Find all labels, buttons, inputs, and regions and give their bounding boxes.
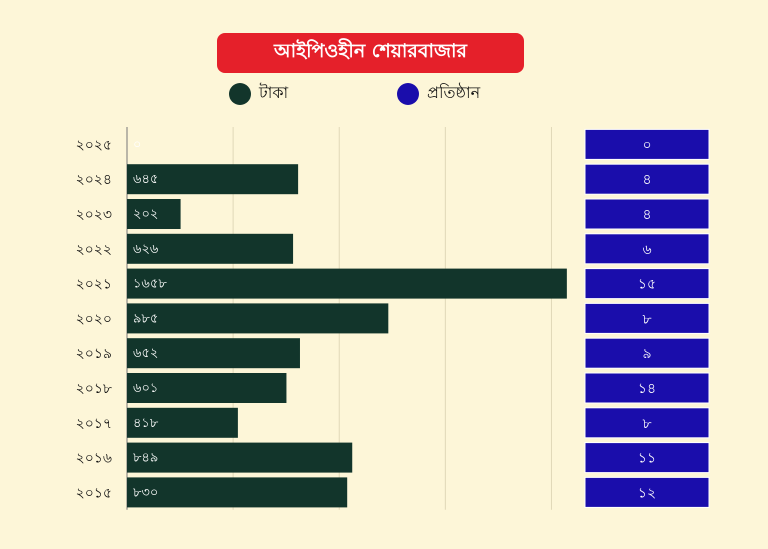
legend-companies-label: প্রতিষ্ঠান: [427, 83, 481, 102]
year-label: ২০১৮: [76, 381, 112, 397]
year-label: ২০১৫: [76, 485, 112, 501]
companies-value-label: ৪: [642, 207, 651, 223]
year-label: ২০২২: [76, 242, 112, 258]
year-label: ২০২৫: [76, 137, 112, 153]
companies-value-label: ৬: [642, 242, 651, 258]
year-label: ২০১৭: [76, 416, 112, 432]
amount-bar: [127, 303, 389, 334]
companies-value-label: ১৫: [638, 277, 656, 293]
amount-value-label: ৬০১: [133, 381, 158, 396]
legend-companies-swatch: [397, 82, 419, 105]
legend-amount-swatch: [229, 82, 251, 105]
amount-value-label: ৯৮৫: [133, 311, 158, 326]
amount-bar: [127, 199, 181, 229]
amount-bar: [127, 373, 287, 403]
amount-bar: [127, 442, 353, 473]
amount-value-label: ৬২৬: [133, 242, 159, 257]
amount-bar: [127, 477, 348, 508]
amount-value-label: ২০২: [133, 207, 158, 222]
amount-bar: [127, 407, 238, 438]
amount-value-label: ৪১৮: [133, 416, 159, 431]
amount-bar: [127, 268, 567, 299]
companies-box: [584, 476, 710, 508]
companies-box: [584, 337, 710, 369]
year-label: ২০২৩: [76, 207, 112, 223]
companies-value-label: ১৪: [638, 381, 656, 397]
companies-value-label: ৪: [642, 172, 651, 188]
year-label: ২০১৯: [76, 346, 112, 362]
companies-box: [584, 372, 710, 404]
year-label: ২০২১: [76, 277, 112, 293]
companies-box: [584, 233, 710, 265]
companies-box: [584, 198, 710, 230]
companies-box: [584, 407, 710, 439]
companies-value-label: ১২: [638, 485, 656, 501]
companies-value-label: ৯: [642, 346, 651, 362]
companies-box: [584, 302, 710, 334]
companies-value-label: ১১: [638, 451, 656, 467]
amount-value-label: ১৬৫৮: [133, 277, 167, 292]
companies-box: [584, 163, 710, 195]
year-label: ২০১৬: [76, 451, 112, 467]
amount-bar: [127, 338, 300, 369]
year-label: ২০২৪: [76, 172, 112, 188]
amount-bar: [127, 164, 299, 195]
companies-box: [584, 268, 710, 300]
companies-box: [584, 442, 710, 474]
amount-value-label: ৮৩০: [133, 485, 158, 500]
companies-box: [584, 128, 710, 160]
amount-bar: [127, 233, 294, 264]
legend-amount: টাকা: [229, 80, 288, 107]
year-label: ২০২০: [76, 311, 112, 327]
legend-amount-label: টাকা: [259, 83, 289, 102]
amount-value-label: ৬৫২: [133, 346, 158, 361]
companies-value-label: ৮: [642, 416, 651, 432]
amount-value-label: ৮৪৯: [133, 451, 158, 466]
companies-value-label: ৮: [642, 311, 651, 327]
chart-title: আইপিওহীন শেয়ারবাজার: [217, 33, 524, 73]
companies-value-label: ০: [642, 137, 651, 153]
amount-value-label: ০: [133, 137, 141, 152]
amount-value-label: ৬৪৫: [133, 172, 158, 187]
legend-companies: প্রতিষ্ঠান: [397, 80, 480, 107]
